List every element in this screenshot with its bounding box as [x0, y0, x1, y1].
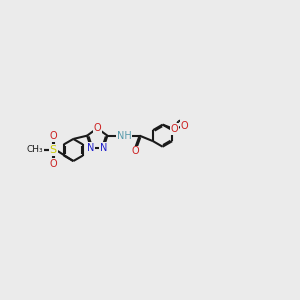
Text: O: O [171, 124, 178, 134]
Text: O: O [180, 121, 188, 130]
Text: CH₃: CH₃ [26, 146, 43, 154]
Text: S: S [50, 145, 57, 155]
Text: N: N [87, 142, 95, 153]
Text: O: O [49, 159, 57, 169]
Text: O: O [49, 131, 57, 141]
Text: NH: NH [117, 131, 131, 141]
Text: O: O [93, 123, 101, 133]
Text: O: O [131, 146, 139, 156]
Text: N: N [100, 142, 107, 153]
Text: S: S [32, 145, 38, 155]
